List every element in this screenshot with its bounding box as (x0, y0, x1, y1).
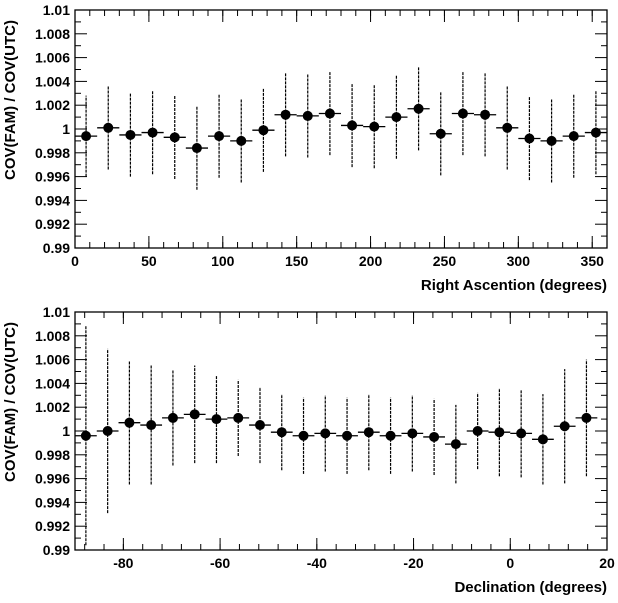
y-tick-label: 1.008 (35, 328, 70, 344)
x-tick-label: -80 (113, 555, 133, 571)
data-point (80, 430, 91, 441)
x-tick-label: 200 (359, 253, 383, 269)
x-tick-label: 20 (599, 555, 615, 571)
data-point (429, 431, 440, 442)
y-tick-label: 0.998 (35, 447, 70, 463)
x-tick-label: 250 (433, 253, 457, 269)
data-point (480, 109, 491, 120)
data-point (524, 133, 535, 144)
y-axis-title: COV(FAM) / COV(UTC) (2, 20, 19, 180)
x-tick-label: 0 (71, 253, 79, 269)
data-point (320, 428, 331, 439)
y-tick-label: 0.994 (35, 494, 70, 510)
data-point (146, 420, 157, 431)
data-point (211, 414, 222, 425)
data-point (407, 428, 418, 439)
data-point (435, 128, 446, 139)
plot-frame (74, 311, 608, 551)
x-tick-label: 50 (141, 253, 157, 269)
data-point (581, 412, 592, 423)
data-point (391, 112, 402, 123)
x-tick-label: 150 (285, 253, 309, 269)
data-point (342, 430, 353, 441)
data-point (124, 417, 135, 428)
data-point (472, 426, 483, 436)
data-point (502, 122, 513, 133)
x-axis-title: Right Ascention (degrees) (421, 277, 607, 294)
y-tick-label: 0.994 (35, 192, 70, 208)
data-point (167, 412, 178, 423)
x-tick-label: -40 (307, 555, 327, 571)
y-tick-label: 1.01 (43, 304, 70, 320)
data-point (590, 127, 601, 138)
y-tick-label: 1.002 (35, 97, 70, 113)
data-point (546, 135, 557, 146)
y-tick-label: 1 (62, 423, 70, 439)
data-point (450, 439, 461, 450)
data-point (169, 132, 180, 143)
y-tick-label: 1.004 (35, 375, 70, 391)
y-tick-label: 1.002 (35, 399, 70, 415)
data-point (568, 131, 579, 142)
y-tick-label: 0.998 (35, 145, 70, 161)
y-tick-label: 0.99 (43, 240, 70, 256)
y-axis-title: COV(FAM) / COV(UTC) (2, 322, 19, 482)
y-tick-label: 1 (62, 121, 70, 137)
y-tick-label: 0.996 (35, 169, 70, 185)
chart-1: 0.99 0.992 0.994 0.996 0.998 1 1.002 1.004 1.006… (2, 2, 608, 294)
data-point (81, 131, 92, 142)
data-point (494, 427, 505, 438)
data-point (369, 121, 380, 132)
data-point (385, 430, 396, 441)
data-point (189, 409, 200, 420)
data-point (413, 103, 424, 114)
data-point (324, 108, 335, 119)
x-tick-label: 350 (581, 253, 605, 269)
x-axis-title: Declination (degrees) (454, 579, 607, 596)
x-tick-label: -20 (403, 555, 423, 571)
x-tick-label: 100 (211, 253, 235, 269)
data-point (276, 427, 287, 438)
x-tick-label: -60 (210, 555, 230, 571)
data-point (559, 421, 570, 432)
x-tick-label: 300 (507, 253, 531, 269)
data-point (457, 108, 468, 119)
data-point (302, 110, 313, 121)
data-point (233, 412, 244, 423)
data-point (103, 122, 114, 133)
y-tick-label: 1.006 (35, 352, 70, 368)
y-tick-label: 1.004 (35, 73, 70, 89)
data-point (125, 129, 136, 140)
y-tick-label: 1.006 (35, 50, 70, 66)
data-point (214, 131, 225, 142)
data-point (236, 135, 247, 146)
data-point (537, 434, 548, 445)
data-point (298, 430, 309, 441)
data-point (147, 127, 158, 138)
y-tick-label: 1.008 (35, 26, 70, 42)
y-tick-label: 0.992 (35, 518, 70, 534)
data-point (363, 427, 374, 438)
data-point (254, 420, 265, 431)
data-point (280, 109, 291, 120)
data-point (516, 428, 527, 439)
y-tick-label: 1.01 (43, 2, 70, 18)
y-tick-label: 0.992 (35, 216, 70, 232)
data-point (191, 143, 202, 154)
data-point (258, 125, 269, 136)
y-tick-label: 0.996 (35, 471, 70, 487)
y-tick-label: 0.99 (43, 542, 70, 558)
data-point (347, 120, 358, 131)
chart-2: 0.99 0.992 0.994 0.996 0.998 1 1.002 1.004 1.006… (2, 304, 615, 596)
data-point (102, 426, 113, 436)
x-tick-label: 0 (506, 555, 514, 571)
